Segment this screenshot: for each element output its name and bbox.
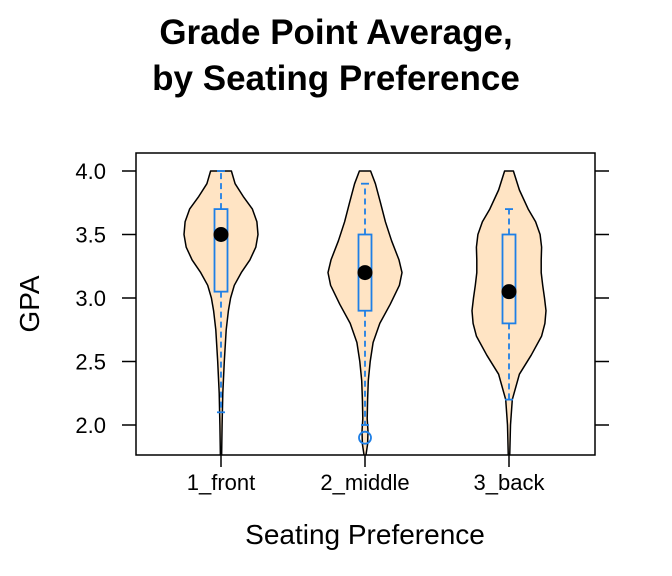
y-tick-label-4: 4.0 [75,159,106,184]
y-axis: 2.0 2.5 3.0 3.5 4.0 [75,159,609,438]
y-tick-label-3: 3.5 [75,223,106,248]
y-tick-label-2: 3.0 [75,286,106,311]
violin-3_back [471,170,547,455]
box-3_back [501,233,517,325]
y-tick-label-0: 2.0 [75,413,106,438]
x-tick-label-1_front: 1_front [187,470,256,495]
x-axis-label: Seating Preference [245,519,485,550]
boxplot-layer [213,170,517,445]
y-axis-label: GPA [14,275,45,332]
x-axis: 1_front 2_middle 3_back [187,455,546,495]
median-dot-1_front [213,227,229,242]
outlier-2_middle-0 [358,430,372,445]
y-tick-label-1: 2.5 [75,350,106,375]
median-dot-2_middle [357,265,373,281]
median-dot-3_back [501,284,517,300]
box-1_front [213,208,229,293]
x-tick-label-2_middle: 2_middle [320,470,409,495]
chart-title-line-1: Grade Point Average, [159,13,512,52]
chart-title-line-2: by Seating Preference [152,59,520,98]
x-tick-label-3_back: 3_back [474,470,546,495]
